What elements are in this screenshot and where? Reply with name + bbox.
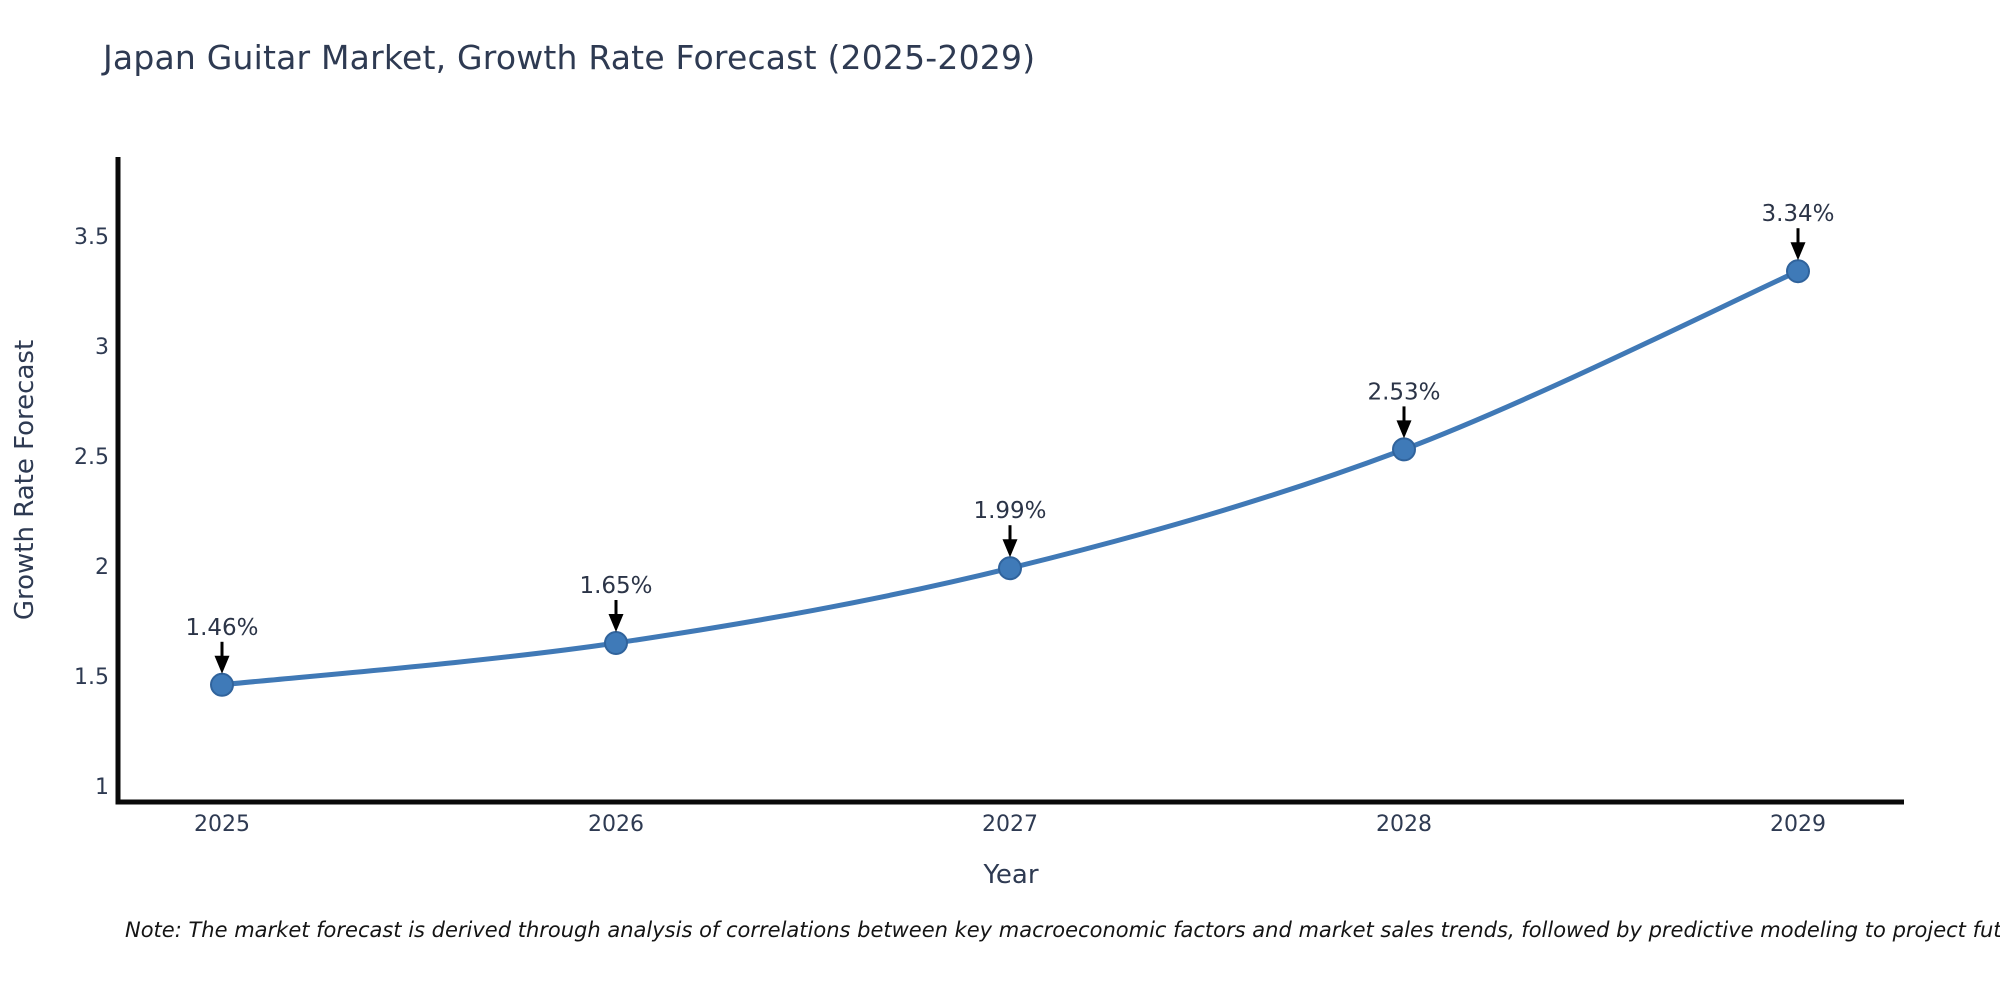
y-tick-label: 1.5	[74, 665, 109, 690]
x-axis-spine	[115, 799, 1904, 805]
x-tick-label: 2029	[1770, 812, 1826, 837]
annotation-arrowhead	[1002, 539, 1018, 558]
annotation-arrowhead	[1396, 420, 1412, 439]
x-tick-label: 2026	[588, 812, 644, 837]
annotation-arrowhead	[608, 614, 624, 632]
chart-title: Japan Guitar Market, Growth Rate Forecas…	[103, 38, 1036, 77]
data-point-marker	[1786, 259, 1810, 284]
y-axis-spine	[115, 157, 121, 805]
series-line	[219, 268, 1801, 688]
y-tick-label: 2.5	[74, 445, 109, 470]
annotation-arrowhead	[214, 655, 230, 674]
data-point-annotation: 1.46%	[185, 615, 258, 641]
y-tick-label: 2	[95, 555, 109, 580]
y-tick-label: 3	[95, 335, 109, 360]
data-point-annotation: 1.99%	[973, 498, 1046, 524]
data-point-marker	[1392, 437, 1416, 462]
x-axis-title: Year	[983, 860, 1039, 890]
annotation-arrowhead	[1790, 242, 1806, 261]
x-tick-label: 2028	[1376, 812, 1432, 837]
data-point-marker	[210, 672, 234, 697]
data-point-annotation: 3.34%	[1761, 201, 1834, 227]
data-point-annotation: 2.53%	[1367, 379, 1440, 405]
x-tick-label: 2025	[194, 812, 250, 837]
data-point-marker	[604, 631, 628, 655]
data-point-marker	[998, 556, 1022, 581]
footnote: Note: The market forecast is derived thr…	[125, 918, 2000, 942]
y-tick-label: 1	[95, 775, 109, 800]
y-tick-label: 3.5	[74, 225, 109, 250]
x-tick-label: 2027	[982, 812, 1038, 837]
data-point-annotation: 1.65%	[579, 573, 652, 599]
